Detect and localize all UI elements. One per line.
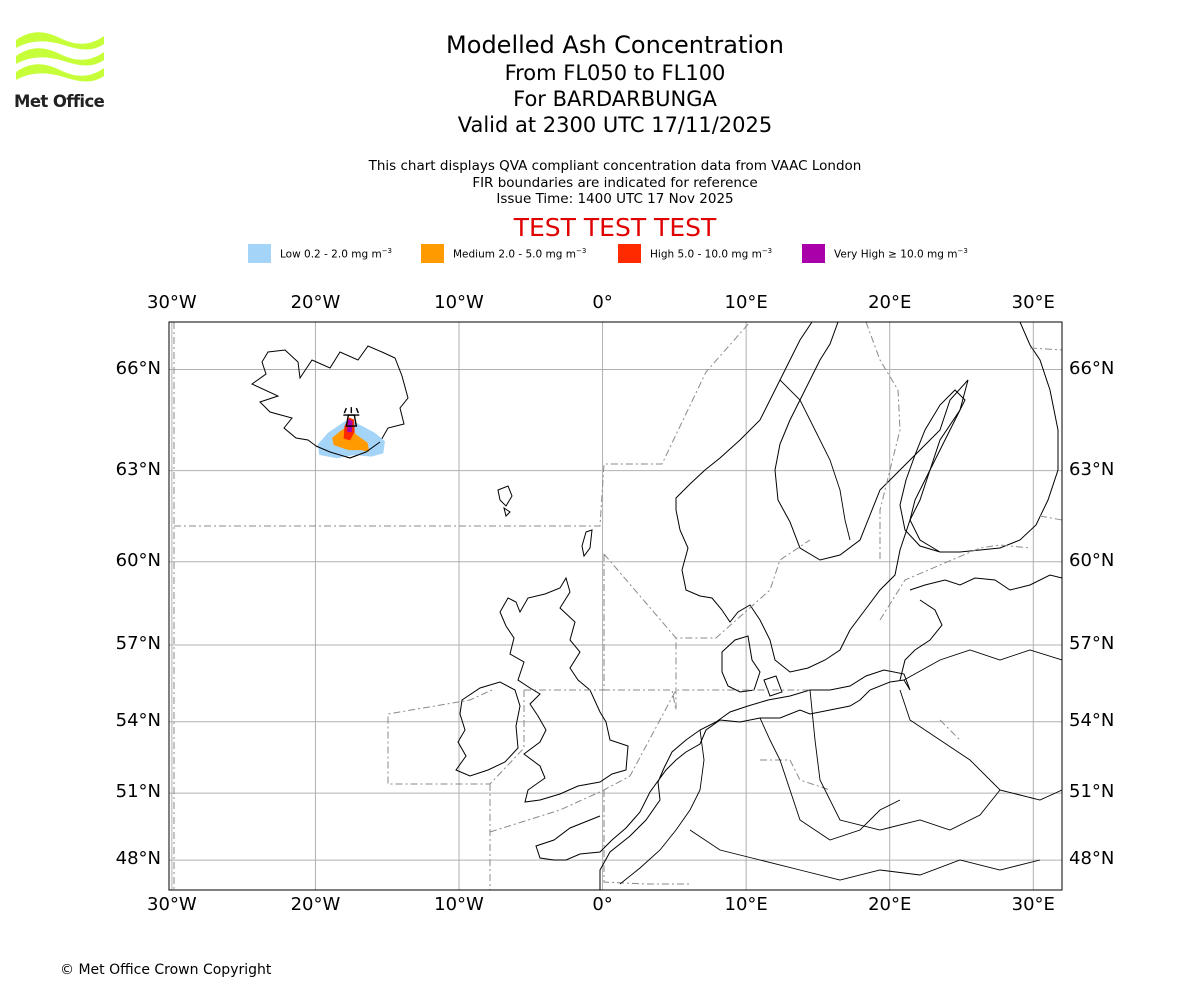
lon-tick-label-bottom: 20°W	[290, 894, 341, 915]
coastline-shetland	[581, 529, 593, 558]
chart-title: Modelled Ash Concentration	[446, 31, 784, 59]
chart-notes: This chart displays QVA compliant concen…	[0, 158, 1200, 208]
fir-line	[603, 790, 690, 885]
note-fir: FIR boundaries are indicated for referen…	[472, 174, 758, 191]
test-banner: TEST TEST TEST	[513, 213, 717, 242]
legend-exp-high: −3	[761, 247, 773, 255]
border-line	[903, 649, 1062, 681]
met-office-logo: Met Office	[14, 30, 106, 112]
lon-tick-label-bottom: 0°	[592, 894, 613, 915]
fir-line	[865, 322, 901, 560]
legend-swatch-very-high	[802, 244, 825, 263]
ash-medium-region	[332, 427, 370, 452]
fir-line	[1029, 347, 1062, 521]
border-line	[779, 379, 851, 541]
flight-level-range: From FL050 to FL100	[504, 61, 726, 85]
lat-tick-label-left: 66°N	[115, 357, 161, 379]
fir-line	[879, 544, 1031, 621]
fir-boundaries	[173, 322, 1062, 890]
lat-tick-label-left: 54°N	[115, 709, 161, 731]
country-borders	[619, 379, 1062, 885]
coastline-finland-baltic	[899, 322, 1059, 553]
map-background	[169, 322, 1062, 890]
volcano-icon[interactable]	[343, 407, 360, 427]
lat-tick-label-right: 48°N	[1069, 848, 1115, 870]
legend-exp-low: −3	[381, 247, 393, 255]
lat-tick-label-right: 66°N	[1069, 357, 1115, 379]
legend-exp-medium: −3	[575, 247, 587, 255]
lat-tick-label-left: 48°N	[115, 848, 161, 870]
coastline-denmark	[721, 635, 783, 697]
lon-tick-label-top: 10°W	[434, 292, 484, 313]
lon-tick-label-top: 0°	[592, 292, 613, 313]
volcano-name: For BARDARBUNGA	[513, 87, 717, 111]
legend-exp-very-high: −3	[957, 247, 968, 255]
lat-tick-label-left: 57°N	[115, 632, 161, 654]
lon-tick-label-top: 30°W	[147, 292, 197, 313]
lon-tick-label-bottom: 20°E	[868, 894, 912, 915]
map-frame	[168, 321, 1063, 891]
coastline-scandinavia	[675, 322, 969, 673]
legend-swatch-high	[618, 244, 641, 263]
lon-tick-label-bottom: 10°W	[434, 894, 484, 915]
copyright: © Met Office Crown Copyright	[60, 962, 272, 978]
lon-tick-label-top: 20°E	[868, 292, 912, 313]
fir-line	[603, 539, 811, 639]
lat-tick-label-right: 54°N	[1069, 709, 1115, 731]
border-line	[689, 829, 1041, 881]
legend-swatch-medium	[421, 244, 444, 263]
legend-label-high: High 5.0 - 10.0 mg m	[650, 248, 762, 261]
legend-swatch-low	[248, 244, 271, 263]
lon-tick-label-bottom: 30°E	[1011, 894, 1055, 915]
legend-label-very-high: Very High ≥ 10.0 mg m	[834, 248, 958, 261]
legend-label-low: Low 0.2 - 2.0 mg m	[280, 248, 382, 261]
lat-tick-label-left: 51°N	[115, 781, 161, 803]
coastline-iceland	[251, 345, 409, 459]
border-line	[899, 689, 1062, 801]
graticule	[169, 322, 1062, 890]
lat-tick-label-right: 51°N	[1069, 781, 1115, 803]
coastline-britain	[499, 576, 629, 803]
border-line	[759, 717, 901, 841]
lon-tick-label-top: 30°E	[1011, 292, 1055, 313]
lat-tick-label-left: 63°N	[115, 458, 161, 480]
lon-tick-label-top: 20°W	[290, 292, 341, 313]
valid-time: Valid at 2300 UTC 17/11/2025	[457, 113, 773, 137]
fir-line	[387, 689, 604, 785]
lon-tick-label-bottom: 10°E	[724, 894, 768, 915]
coastline-faroe	[497, 485, 513, 517]
coastline-baltic-states	[899, 574, 1062, 681]
coastline-continent	[535, 669, 911, 890]
note-qva: This chart displays QVA compliant concen…	[368, 158, 862, 174]
coastline-ireland	[455, 681, 521, 777]
fir-line	[603, 554, 677, 711]
wave-logo-icon	[16, 32, 104, 82]
note-issue-time: Issue Time: 1400 UTC 17 Nov 2025	[496, 191, 734, 207]
lat-tick-label-left: 60°N	[115, 549, 161, 571]
lon-tick-label-top: 10°E	[724, 292, 768, 313]
coastlines	[251, 322, 1062, 890]
lat-tick-label-right: 57°N	[1069, 632, 1115, 654]
title-block: Modelled Ash Concentration From FL050 to…	[0, 30, 1200, 138]
logo-text: Met Office	[14, 92, 105, 111]
legend-label-medium: Medium 2.0 - 5.0 mg m	[453, 248, 576, 261]
fir-line	[174, 322, 751, 527]
lat-tick-label-right: 63°N	[1069, 458, 1115, 480]
border-line	[619, 729, 705, 885]
lat-tick-label-right: 60°N	[1069, 549, 1115, 571]
border-line	[809, 689, 1001, 831]
lon-tick-label-bottom: 30°W	[147, 894, 197, 915]
iceland-south-coast-overlay	[315, 441, 381, 459]
fir-line	[489, 689, 810, 833]
